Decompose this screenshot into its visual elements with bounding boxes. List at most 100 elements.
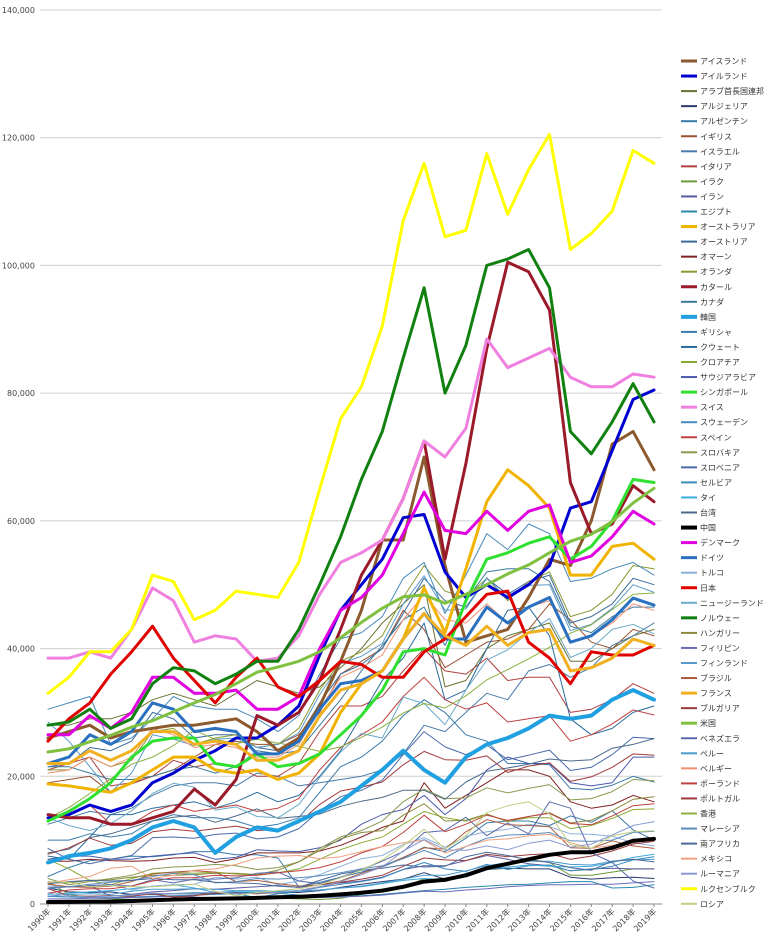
legend: アイスランドアイルランドアラブ首長国連邦アルジェリアアルゼンチンイギリスイスラエ…	[681, 57, 764, 909]
legend-label: スペイン	[700, 433, 731, 442]
series-line	[47, 574, 655, 768]
series-line	[46, 477, 656, 823]
series-line	[46, 486, 656, 754]
legend-label: ポルトガル	[700, 793, 740, 803]
legend-label: ベルギー	[700, 764, 732, 773]
series-lines	[46, 133, 656, 904]
legend-label: タイ	[700, 493, 716, 502]
series-line	[46, 468, 656, 794]
legend-label: アイルランド	[700, 72, 748, 81]
legend-label: ロシア	[700, 900, 724, 909]
legend-label: フィリピン	[700, 644, 740, 653]
legend-label: ブラジル	[700, 673, 732, 683]
series-line	[47, 584, 655, 726]
legend-label: フランス	[700, 689, 732, 698]
legend-label: スロベニア	[700, 463, 740, 472]
series-line	[47, 851, 655, 888]
series-line	[47, 769, 655, 863]
y-tick-label: 20,000	[7, 772, 35, 781]
series-line	[47, 801, 655, 889]
series-line	[47, 821, 655, 898]
series-line	[47, 606, 655, 860]
series-line	[46, 589, 656, 743]
series-line	[47, 819, 655, 888]
series-line	[47, 750, 655, 855]
y-tick-label: 0	[30, 900, 35, 909]
series-line	[47, 592, 655, 819]
series-line	[46, 836, 656, 904]
series-line	[46, 337, 656, 663]
series-line	[47, 618, 655, 832]
legend-label: メキシコ	[700, 855, 732, 864]
legend-label: スロバキア	[700, 448, 740, 457]
legend-label: オーストリア	[700, 238, 748, 247]
legend-label: ドイツ	[700, 554, 724, 563]
series-line	[47, 803, 655, 894]
legend-label: クロアチア	[700, 358, 740, 367]
legend-label: デンマーク	[700, 538, 740, 548]
y-tick-label: 120,000	[2, 134, 35, 143]
y-tick-label: 80,000	[7, 389, 35, 398]
series-line	[47, 738, 655, 854]
legend-label: カナダ	[700, 297, 724, 307]
legend-label: アルジェリア	[700, 102, 748, 111]
series-line	[47, 830, 655, 890]
legend-label: スイス	[700, 403, 724, 412]
legend-label: 中国	[700, 523, 716, 533]
legend-label: ハンガリー	[700, 628, 740, 638]
legend-label: 香港	[700, 809, 716, 819]
legend-label: オーストラリア	[700, 223, 756, 232]
legend-label: 南アフリカ	[700, 839, 740, 849]
legend-label: フィンランド	[700, 659, 748, 668]
series-line	[46, 596, 656, 765]
series-line	[47, 575, 655, 793]
series-line	[46, 133, 656, 695]
legend-label: ニュージーランド	[700, 599, 764, 608]
legend-label: ポーランド	[700, 779, 740, 788]
legend-label: ルクセンブルク	[700, 884, 756, 894]
legend-label: シンガポール	[700, 387, 748, 397]
legend-label: サウジアラビア	[700, 373, 756, 382]
legend-label: アルゼンチン	[700, 116, 748, 126]
legend-label: イラク	[700, 177, 724, 186]
series-line	[47, 801, 655, 897]
legend-label: ノルウェー	[700, 614, 740, 623]
series-line	[47, 676, 655, 825]
series-line	[47, 622, 655, 825]
series-line	[47, 648, 655, 787]
legend-label: 韓国	[700, 312, 716, 322]
series-line	[46, 248, 656, 730]
legend-label: アイスランド	[700, 57, 747, 66]
legend-label: セルビア	[700, 478, 732, 487]
legend-label: マレーシア	[700, 825, 740, 834]
series-line	[47, 756, 655, 860]
legend-label: オマーン	[700, 253, 732, 262]
series-line	[47, 833, 655, 884]
legend-label: 台湾	[700, 508, 716, 518]
series-line	[47, 858, 655, 897]
legend-label: ルーマニア	[700, 870, 740, 879]
series-line	[47, 779, 655, 886]
y-tick-label: 60,000	[7, 517, 35, 526]
legend-label: イラン	[700, 192, 724, 201]
legend-label: ブルガリア	[700, 703, 740, 713]
series-line	[47, 699, 655, 841]
legend-label: イスラエル	[700, 147, 740, 156]
legend-label: トルコ	[700, 569, 724, 578]
series-line	[46, 490, 656, 737]
legend-label: カタール	[700, 283, 732, 292]
y-tick-label: 100,000	[2, 261, 35, 270]
legend-label: ギリシャ	[700, 328, 732, 337]
legend-label: 日本	[700, 583, 716, 593]
legend-label: スウェーデン	[700, 417, 748, 427]
y-tick-label: 40,000	[7, 645, 35, 654]
legend-label: ベネズエラ	[700, 733, 740, 743]
legend-label: ペルー	[700, 749, 724, 758]
series-line	[46, 612, 656, 765]
legend-label: オランダ	[700, 267, 732, 277]
legend-label: 米国	[700, 718, 716, 728]
legend-label: イタリア	[700, 162, 732, 171]
legend-label: イギリス	[700, 132, 732, 141]
